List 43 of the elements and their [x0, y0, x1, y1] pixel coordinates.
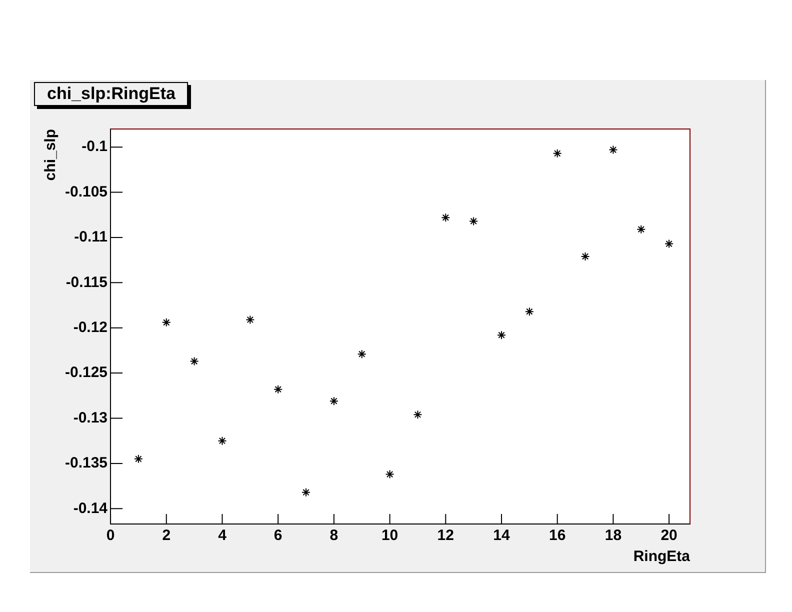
- x-tick-label: 8: [330, 527, 338, 544]
- point: [218, 436, 227, 446]
- x-tick-label: 20: [660, 527, 678, 544]
- y-tick-label: -0.11: [74, 228, 108, 246]
- y-axis-title: chi_slp: [42, 129, 60, 181]
- x-tick-label: 12: [437, 527, 454, 544]
- x-tick-label: 14: [493, 527, 510, 544]
- point: [413, 410, 422, 420]
- point: [441, 213, 450, 222]
- x-axis-title: RingEta: [633, 548, 691, 566]
- y-tick-label: -0.1: [82, 138, 108, 156]
- point: [162, 318, 171, 327]
- y-tick-label: -0.12: [73, 318, 108, 336]
- point: [552, 148, 562, 158]
- point: [608, 145, 618, 154]
- point: [190, 356, 199, 366]
- y-tick-label: -0.115: [66, 274, 108, 291]
- x-tick-label: 4: [218, 527, 228, 544]
- point: [329, 396, 338, 406]
- y-tick-label: -0.135: [64, 454, 108, 472]
- x-tick-label: 0: [106, 527, 115, 544]
- y-tick-label: -0.14: [73, 500, 108, 517]
- point: [524, 307, 534, 316]
- point: [385, 470, 394, 479]
- point: [497, 330, 506, 340]
- x-tick-label: 18: [604, 527, 622, 544]
- x-tick-label: 16: [549, 527, 566, 544]
- point: [274, 384, 283, 394]
- point: [664, 239, 674, 248]
- point: [636, 224, 646, 234]
- point: [302, 488, 311, 497]
- point: [469, 216, 478, 226]
- point: [134, 454, 143, 464]
- y-tick-label: -0.13: [73, 409, 108, 426]
- y-tick-label: -0.125: [64, 364, 108, 382]
- x-tick-label: 2: [162, 527, 171, 544]
- y-tick-label: -0.105: [64, 183, 108, 200]
- x-tick-label: 10: [381, 527, 398, 544]
- point: [580, 252, 590, 261]
- chart-title: chi_slp:RingEta: [34, 82, 188, 106]
- point: [246, 315, 255, 324]
- x-tick-label: 6: [274, 527, 282, 544]
- point: [357, 350, 366, 359]
